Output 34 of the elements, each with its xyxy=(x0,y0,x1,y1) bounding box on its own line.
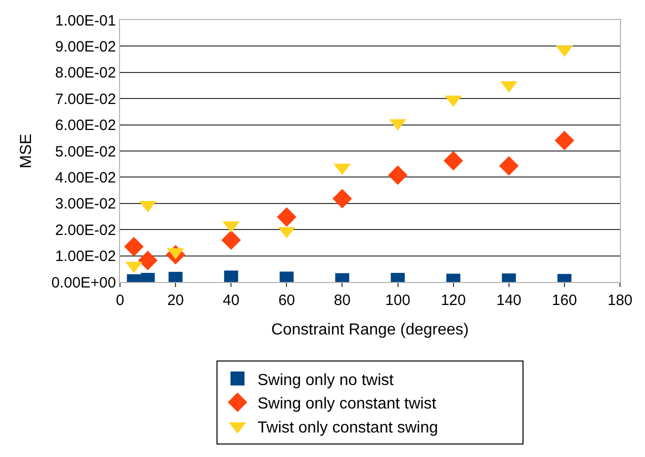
y-tick-label: 2.00E-02 xyxy=(55,222,116,239)
x-tick-label: 180 xyxy=(607,292,633,309)
x-tick-label: 20 xyxy=(167,292,184,309)
point xyxy=(124,236,144,256)
x-tick-label: 120 xyxy=(440,292,466,309)
y-tick-label: 4.00E-02 xyxy=(55,169,116,186)
y-tick-label: 1.00E-01 xyxy=(55,12,116,30)
y-tick-label: 8.00E-02 xyxy=(55,64,116,82)
point xyxy=(332,188,352,208)
point xyxy=(444,150,464,170)
x-axis-title: Constraint Range (degrees) xyxy=(271,322,469,339)
y-tick-label: 9.00E-02 xyxy=(55,38,116,56)
point xyxy=(388,165,408,185)
y-tick-label: 3.00E-02 xyxy=(55,196,116,213)
x-tick-label: 0 xyxy=(116,292,124,309)
y-tick-label: 7.00E-02 xyxy=(55,90,116,108)
point xyxy=(276,207,296,227)
legend-label: Twist only constant swing xyxy=(258,419,438,436)
legend-label: Swing only constant twist xyxy=(258,396,437,413)
x-tick-label: 40 xyxy=(222,292,240,309)
point xyxy=(221,230,241,250)
y-tick-label: 0.00E+00 xyxy=(51,274,116,292)
x-tick-label: 60 xyxy=(278,292,296,309)
x-tick-label: 140 xyxy=(496,292,522,309)
point xyxy=(554,130,574,150)
y-tick-label: 1.00E-02 xyxy=(55,248,116,266)
x-tick-label: 80 xyxy=(334,292,351,309)
x-tick-label: 160 xyxy=(552,292,577,309)
point xyxy=(499,156,519,176)
y-tick-label: 5.00E-02 xyxy=(55,143,116,160)
y-axis-title: MSE xyxy=(18,134,36,168)
x-tick-label: 100 xyxy=(385,292,410,309)
legend-label: Swing only no twist xyxy=(258,372,394,389)
y-tick-label: 6.00E-02 xyxy=(55,117,116,134)
